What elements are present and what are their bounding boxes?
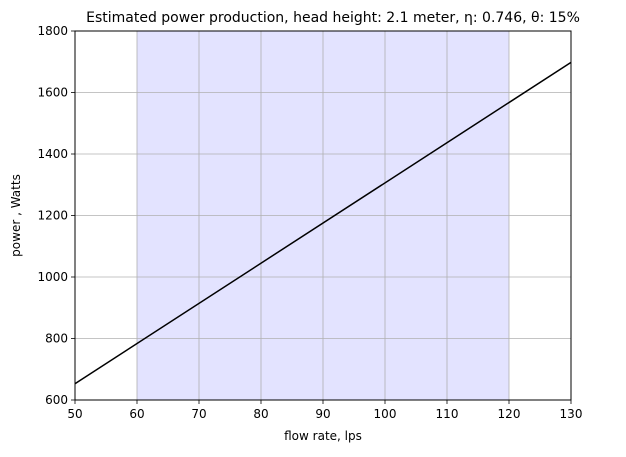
y-tick-label: 1600: [37, 86, 68, 100]
y-tick-label: 1200: [37, 209, 68, 223]
y-tick-label: 1000: [37, 270, 68, 284]
x-tick-label: 130: [560, 407, 583, 421]
x-tick-label: 100: [374, 407, 397, 421]
series-line: [74, 61, 572, 385]
x-tick-label: 80: [253, 407, 268, 421]
x-tick-label: 60: [129, 407, 144, 421]
x-tick-label: 50: [67, 407, 82, 421]
x-tick-label: 120: [498, 407, 521, 421]
y-axis-label: power , Watts: [9, 174, 23, 257]
x-axis-label: flow rate, lps: [284, 429, 362, 443]
x-tick-label: 110: [436, 407, 459, 421]
chart-title: Estimated power production, head height:…: [86, 10, 580, 26]
y-tick-label: 600: [45, 393, 68, 407]
x-tick-label: 90: [315, 407, 330, 421]
y-tick-label: 1800: [37, 24, 68, 38]
x-tick-label: 70: [191, 407, 206, 421]
y-tick-label: 800: [45, 332, 68, 346]
y-tick-label: 1400: [37, 147, 68, 161]
